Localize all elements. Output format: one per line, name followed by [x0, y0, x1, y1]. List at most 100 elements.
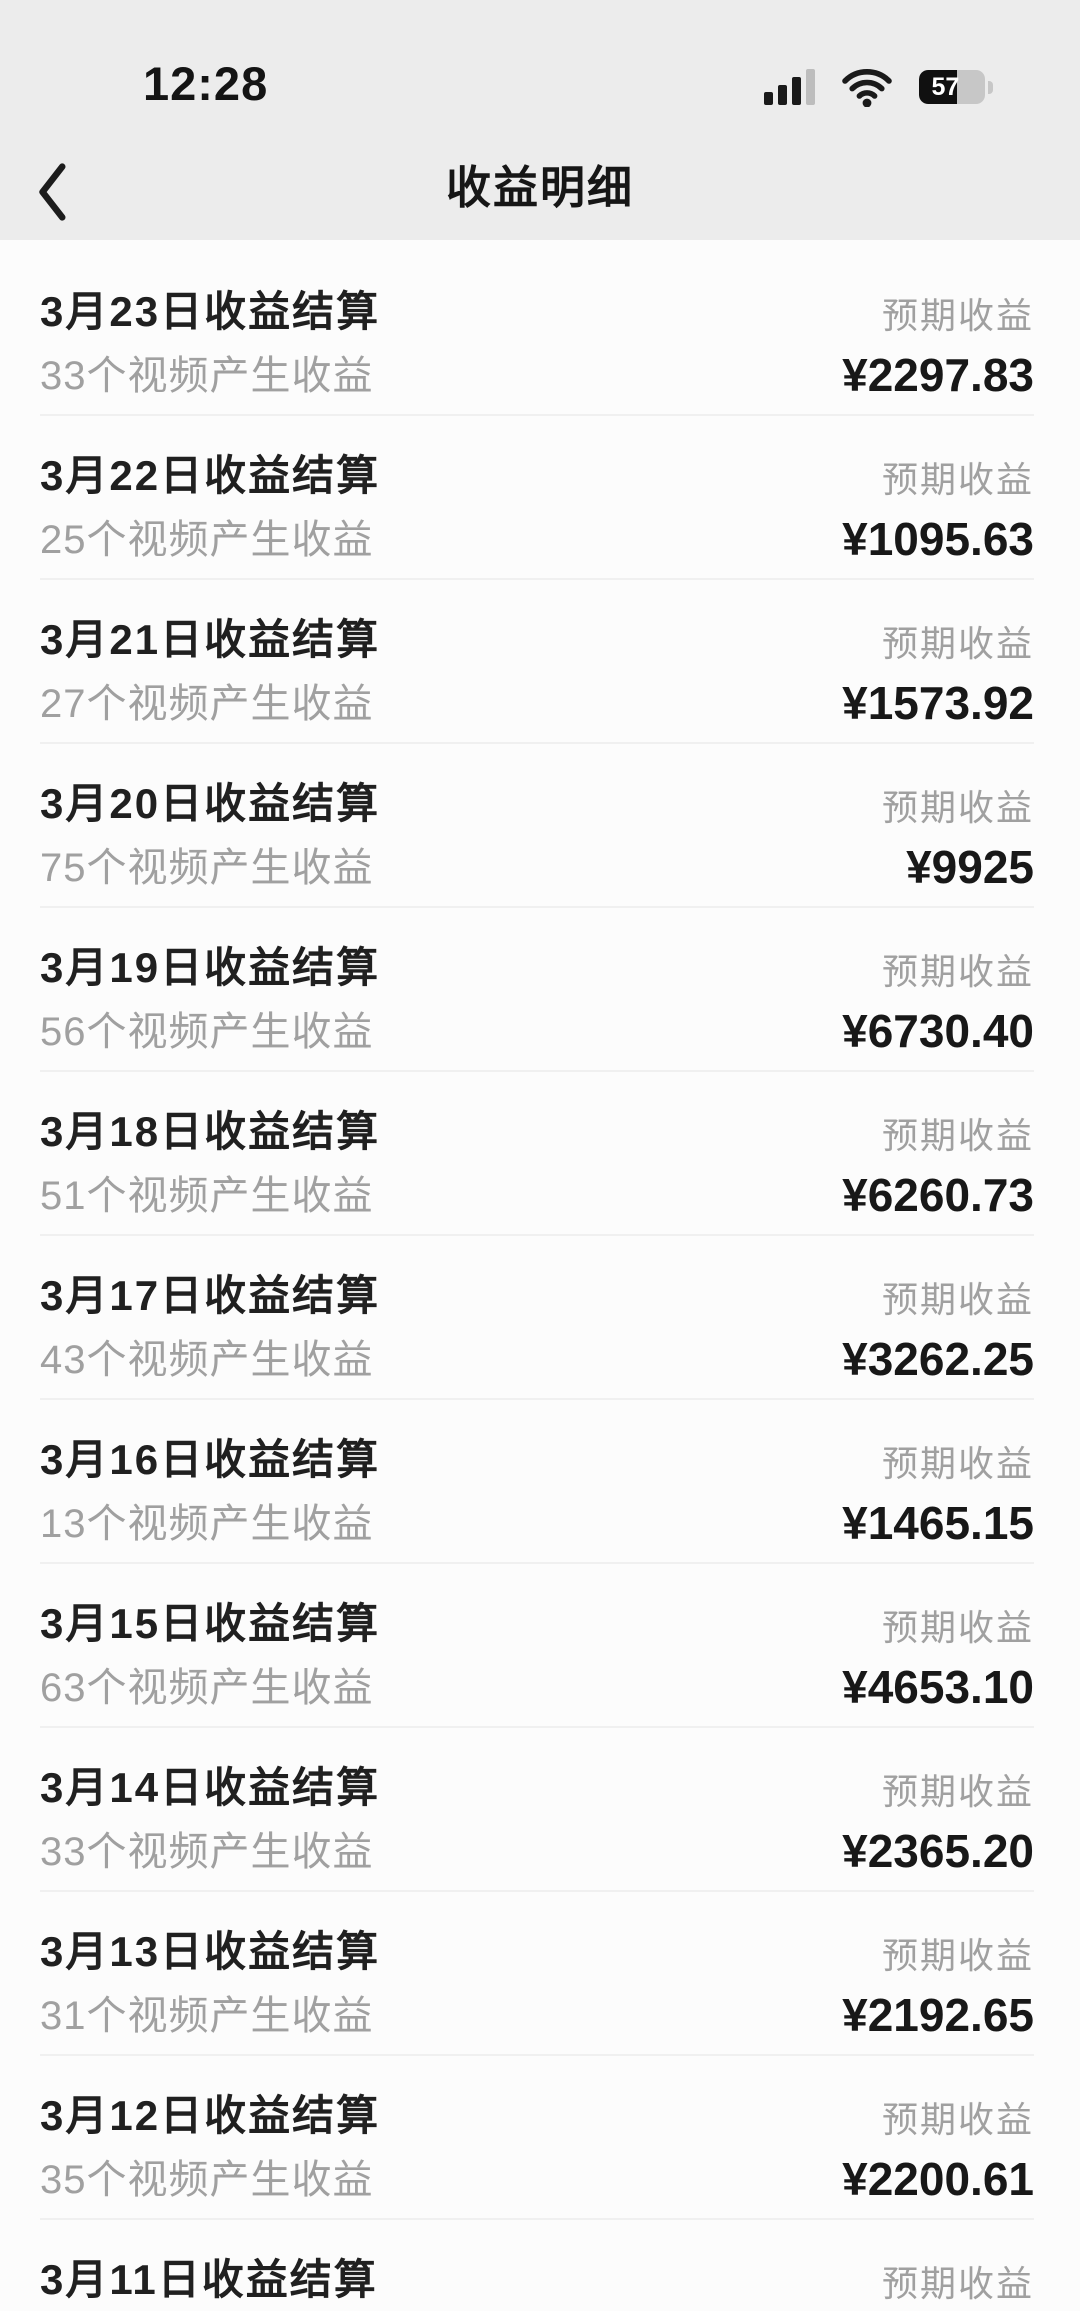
battery-fill — [919, 70, 957, 104]
video-count-label: 75个视频产生收益 — [40, 846, 374, 890]
income-amount: ¥4653.10 — [842, 1661, 1034, 1713]
settlement-date-label: 3月18日收益结算 — [40, 1108, 381, 1155]
settlement-date-label: 3月19日收益结算 — [40, 944, 381, 991]
video-count-label: 33个视频产生收益 — [40, 354, 374, 398]
video-count-label: 56个视频产生收益 — [40, 1010, 374, 1054]
settlement-date-label: 3月20日收益结算 — [40, 780, 381, 827]
cellular-signal-icon — [764, 69, 815, 105]
income-row-right: 预期收益 ¥1465.15 — [842, 1436, 1034, 1564]
income-amount: ¥2365.20 — [842, 1825, 1034, 1877]
income-row-left: 3月23日收益结算 33个视频产生收益 — [40, 288, 380, 416]
video-count-label: 31个视频产生收益 — [40, 1994, 374, 2038]
income-row-right: 预期收益 ¥2200.61 — [842, 2092, 1034, 2220]
income-row: 3月21日收益结算 27个视频产生收益 预期收益 ¥1573.92 — [0, 580, 1080, 744]
expected-income-label: 预期收益 — [881, 2263, 1034, 2304]
income-row-left: 3月18日收益结算 51个视频产生收益 — [40, 1108, 380, 1236]
video-count-label: 43个视频产生收益 — [40, 1338, 374, 1382]
income-amount: ¥6260.73 — [842, 1169, 1034, 1221]
settlement-date-label: 3月17日收益结算 — [40, 1272, 381, 1319]
income-row-left: 3月15日收益结算 63个视频产生收益 — [40, 1600, 380, 1728]
income-row-left: 3月16日收益结算 13个视频产生收益 — [40, 1436, 380, 1564]
income-row-left: 3月17日收益结算 43个视频产生收益 — [40, 1272, 380, 1400]
expected-income-label: 预期收益 — [881, 459, 1034, 500]
video-count-label: 35个视频产生收益 — [40, 2158, 374, 2202]
page-title: 收益明细 — [445, 162, 634, 213]
expected-income-label: 预期收益 — [881, 1443, 1034, 1484]
income-list[interactable]: 3月23日收益结算 33个视频产生收益 预期收益 ¥2297.83 3月22日收… — [0, 240, 1080, 2311]
settlement-date-label: 3月12日收益结算 — [40, 2092, 381, 2139]
income-amount: ¥9925 — [906, 841, 1034, 893]
income-row-right: 预期收益 ¥3262.25 — [842, 1272, 1034, 1400]
income-row-right: 预期收益 ¥1573.92 — [842, 616, 1034, 744]
video-count-label: 25个视频产生收益 — [40, 518, 374, 562]
income-row-right: 预期收益 ¥2297.83 — [842, 288, 1034, 416]
video-count-label: 63个视频产生收益 — [40, 1666, 374, 1710]
income-row-left: 3月21日收益结算 27个视频产生收益 — [40, 616, 380, 744]
income-row: 3月11日收益结算 预期收益 — [0, 2220, 1080, 2311]
income-row-left: 3月13日收益结算 31个视频产生收益 — [40, 1928, 380, 2056]
expected-income-label: 预期收益 — [881, 295, 1034, 336]
income-amount: ¥1095.63 — [842, 513, 1034, 565]
settlement-date-label: 3月16日收益结算 — [40, 1436, 381, 1483]
income-amount: ¥6730.40 — [842, 1005, 1034, 1057]
expected-income-label: 预期收益 — [881, 1607, 1034, 1648]
status-time: 12:28 — [143, 57, 269, 110]
wifi-icon — [842, 69, 892, 107]
income-row-left: 3月22日收益结算 25个视频产生收益 — [40, 452, 380, 580]
battery-nub — [988, 80, 993, 94]
video-count-label: 33个视频产生收益 — [40, 1830, 374, 1874]
income-row-right: 预期收益 ¥2192.65 — [842, 1928, 1034, 2056]
settlement-date-label: 3月15日收益结算 — [40, 1600, 381, 1647]
income-amount: ¥2192.65 — [842, 1989, 1034, 2041]
income-row: 3月18日收益结算 51个视频产生收益 预期收益 ¥6260.73 — [0, 1072, 1080, 1236]
income-row-right: 预期收益 ¥6260.73 — [842, 1108, 1034, 1236]
income-row-right: 预期收益 ¥6730.40 — [842, 944, 1034, 1072]
expected-income-label: 预期收益 — [881, 623, 1034, 664]
expected-income-label: 预期收益 — [881, 1771, 1034, 1812]
income-amount: ¥2200.61 — [842, 2153, 1034, 2205]
chevron-left-icon — [39, 162, 66, 221]
income-row: 3月13日收益结算 31个视频产生收益 预期收益 ¥2192.65 — [0, 1892, 1080, 2056]
income-row-right: 预期收益 ¥2365.20 — [842, 1764, 1034, 1892]
income-row: 3月20日收益结算 75个视频产生收益 预期收益 ¥9925 — [0, 744, 1080, 908]
income-row-left: 3月19日收益结算 56个视频产生收益 — [40, 944, 380, 1072]
expected-income-label: 预期收益 — [881, 787, 1034, 828]
video-count-label: 51个视频产生收益 — [40, 1174, 374, 1218]
status-bar: 12:28 57 — [0, 0, 1080, 155]
income-row-left: 3月20日收益结算 75个视频产生收益 — [40, 780, 380, 908]
income-row-right: 预期收益 ¥9925 — [882, 780, 1034, 908]
income-row-left: 3月12日收益结算 35个视频产生收益 — [40, 2092, 380, 2220]
battery-percent: 57 — [931, 72, 960, 101]
settlement-date-label: 3月14日收益结算 — [40, 1764, 381, 1811]
nav-bar: 收益明细 — [0, 155, 1080, 240]
income-row: 3月15日收益结算 63个视频产生收益 预期收益 ¥4653.10 — [0, 1564, 1080, 1728]
income-amount: ¥2297.83 — [842, 349, 1034, 401]
income-row: 3月17日收益结算 43个视频产生收益 预期收益 ¥3262.25 — [0, 1236, 1080, 1400]
expected-income-label: 预期收益 — [881, 1935, 1034, 1976]
expected-income-label: 预期收益 — [881, 2099, 1034, 2140]
settlement-date-label: 3月13日收益结算 — [40, 1928, 381, 1975]
income-row-right: 预期收益 ¥1095.63 — [842, 452, 1034, 580]
video-count-label: 13个视频产生收益 — [40, 1502, 374, 1546]
income-row: 3月19日收益结算 56个视频产生收益 预期收益 ¥6730.40 — [0, 908, 1080, 1072]
income-row-left: 3月14日收益结算 33个视频产生收益 — [40, 1764, 380, 1892]
status-icons: 57 — [764, 67, 993, 107]
income-row: 3月23日收益结算 33个视频产生收益 预期收益 ¥2297.83 — [0, 252, 1080, 416]
income-row: 3月12日收益结算 35个视频产生收益 预期收益 ¥2200.61 — [0, 2056, 1080, 2220]
income-row: 3月22日收益结算 25个视频产生收益 预期收益 ¥1095.63 — [0, 416, 1080, 580]
settlement-date-label: 3月23日收益结算 — [40, 288, 381, 335]
income-amount: ¥3262.25 — [842, 1333, 1034, 1385]
income-row-left: 3月11日收益结算 — [40, 2256, 378, 2311]
back-button[interactable] — [34, 149, 104, 234]
income-row-right: 预期收益 — [882, 2256, 1034, 2311]
settlement-date-label: 3月21日收益结算 — [40, 616, 381, 663]
settlement-date-label: 3月22日收益结算 — [40, 452, 381, 499]
expected-income-label: 预期收益 — [881, 1279, 1034, 1320]
income-row: 3月14日收益结算 33个视频产生收益 预期收益 ¥2365.20 — [0, 1728, 1080, 1892]
income-amount: ¥1465.15 — [842, 1497, 1034, 1549]
battery-icon: 57 — [919, 70, 985, 104]
expected-income-label: 预期收益 — [881, 951, 1034, 992]
settlement-date-label: 3月11日收益结算 — [40, 2256, 378, 2303]
income-amount: ¥1573.92 — [842, 677, 1034, 729]
